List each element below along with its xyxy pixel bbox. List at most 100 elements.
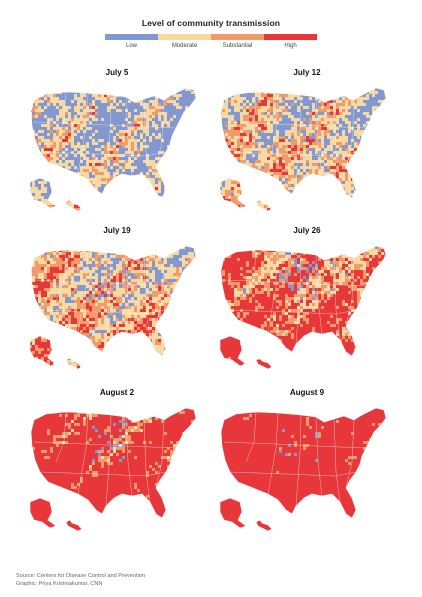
legend-item-high: High bbox=[264, 34, 317, 49]
us-outline bbox=[220, 245, 387, 357]
map-panel-july-26: July 26 bbox=[212, 226, 402, 386]
county-cells bbox=[220, 88, 386, 211]
legend-item-substantial: Substantial bbox=[211, 34, 264, 49]
state-border bbox=[315, 416, 323, 497]
source-credit: Source: Centers for Disease Control and … bbox=[16, 572, 145, 588]
state-border bbox=[125, 254, 133, 335]
county-cells bbox=[30, 408, 196, 531]
state-border bbox=[105, 252, 112, 345]
state-border bbox=[155, 99, 165, 169]
state-border bbox=[333, 256, 341, 341]
state-border bbox=[295, 414, 302, 507]
us-county-map bbox=[29, 407, 197, 532]
legend-swatch-high bbox=[264, 34, 317, 40]
state-border bbox=[143, 256, 151, 341]
state-border bbox=[223, 279, 367, 287]
map-title: August 2 bbox=[99, 388, 135, 397]
map-title: July 19 bbox=[103, 226, 131, 235]
state-border bbox=[55, 411, 67, 463]
legend-label-moderate: Moderate bbox=[171, 43, 198, 49]
state-border bbox=[33, 441, 177, 449]
state-border bbox=[267, 250, 279, 333]
state-border bbox=[39, 471, 167, 477]
state-border bbox=[33, 121, 177, 129]
alaska-outline bbox=[219, 335, 247, 367]
us-outline bbox=[30, 245, 197, 357]
state-border bbox=[143, 98, 151, 183]
state-border bbox=[125, 416, 133, 497]
state-border bbox=[143, 418, 151, 503]
legend-swatch-low bbox=[105, 34, 158, 40]
state-border bbox=[39, 309, 167, 315]
map-title: August 9 bbox=[289, 388, 325, 397]
legend-scale: Low Moderate Substantial High bbox=[0, 34, 422, 49]
state-border bbox=[77, 412, 89, 495]
hawaii-outline bbox=[255, 519, 273, 532]
state-border bbox=[295, 252, 302, 345]
state-border bbox=[39, 151, 167, 157]
state-border bbox=[267, 412, 279, 495]
us-county-map bbox=[219, 245, 387, 370]
us-outline bbox=[30, 87, 197, 199]
state-border bbox=[315, 254, 323, 335]
state-border bbox=[105, 94, 112, 187]
map-panel-july-5: July 5 bbox=[22, 68, 212, 228]
state-border bbox=[155, 257, 165, 327]
state-border bbox=[245, 411, 257, 463]
legend-label-high: High bbox=[284, 43, 297, 49]
legend-item-moderate: Moderate bbox=[158, 34, 211, 49]
county-cells bbox=[220, 246, 386, 369]
state-border bbox=[229, 471, 357, 477]
state-border bbox=[267, 92, 279, 175]
county-cells bbox=[30, 88, 196, 211]
state-border bbox=[345, 419, 355, 489]
hawaii-outline bbox=[65, 357, 83, 370]
alaska-outline bbox=[29, 335, 57, 367]
legend-item-low: Low bbox=[105, 34, 158, 49]
hawaii-outline bbox=[255, 199, 273, 212]
us-county-map bbox=[219, 87, 387, 212]
state-border bbox=[223, 121, 367, 129]
state-border bbox=[333, 98, 341, 183]
legend-swatch-substantial bbox=[211, 34, 264, 40]
legend-label-low: Low bbox=[125, 43, 137, 49]
source-line: Source: Centers for Disease Control and … bbox=[16, 573, 146, 579]
legend: Level of community transmission Low Mode… bbox=[0, 18, 422, 49]
us-county-map bbox=[219, 407, 387, 532]
legend-label-substantial: Substantial bbox=[222, 43, 253, 49]
state-border bbox=[155, 419, 165, 489]
legend-title: Level of community transmission bbox=[141, 18, 281, 28]
map-title: July 5 bbox=[105, 68, 129, 77]
state-border bbox=[223, 441, 367, 449]
county-cells bbox=[220, 408, 386, 531]
us-county-map bbox=[29, 245, 197, 370]
state-border bbox=[77, 250, 89, 333]
state-border bbox=[245, 91, 257, 143]
state-border bbox=[105, 414, 112, 507]
state-border bbox=[229, 151, 357, 157]
state-border bbox=[333, 418, 341, 503]
map-title: July 12 bbox=[293, 68, 321, 77]
alaska-outline bbox=[29, 497, 57, 529]
state-border bbox=[295, 94, 302, 187]
legend-swatch-moderate bbox=[158, 34, 211, 40]
state-border bbox=[77, 92, 89, 175]
us-outline bbox=[220, 407, 387, 519]
state-border bbox=[55, 249, 67, 301]
map-panel-august-9: August 9 bbox=[212, 388, 402, 548]
hawaii-outline bbox=[65, 199, 83, 212]
map-title: July 26 bbox=[293, 226, 321, 235]
us-outline bbox=[220, 87, 387, 199]
county-cells bbox=[30, 246, 196, 369]
state-border bbox=[245, 249, 257, 301]
state-border bbox=[345, 99, 355, 169]
us-county-map bbox=[29, 87, 197, 212]
state-border bbox=[315, 96, 323, 177]
alaska-outline bbox=[219, 177, 247, 209]
credit-line: Graphic: Priya Krishnakumar, CNN bbox=[16, 581, 103, 587]
alaska-outline bbox=[219, 497, 247, 529]
map-panel-august-2: August 2 bbox=[22, 388, 212, 548]
us-outline bbox=[30, 407, 197, 519]
alaska-outline bbox=[29, 177, 57, 209]
state-border bbox=[229, 309, 357, 315]
